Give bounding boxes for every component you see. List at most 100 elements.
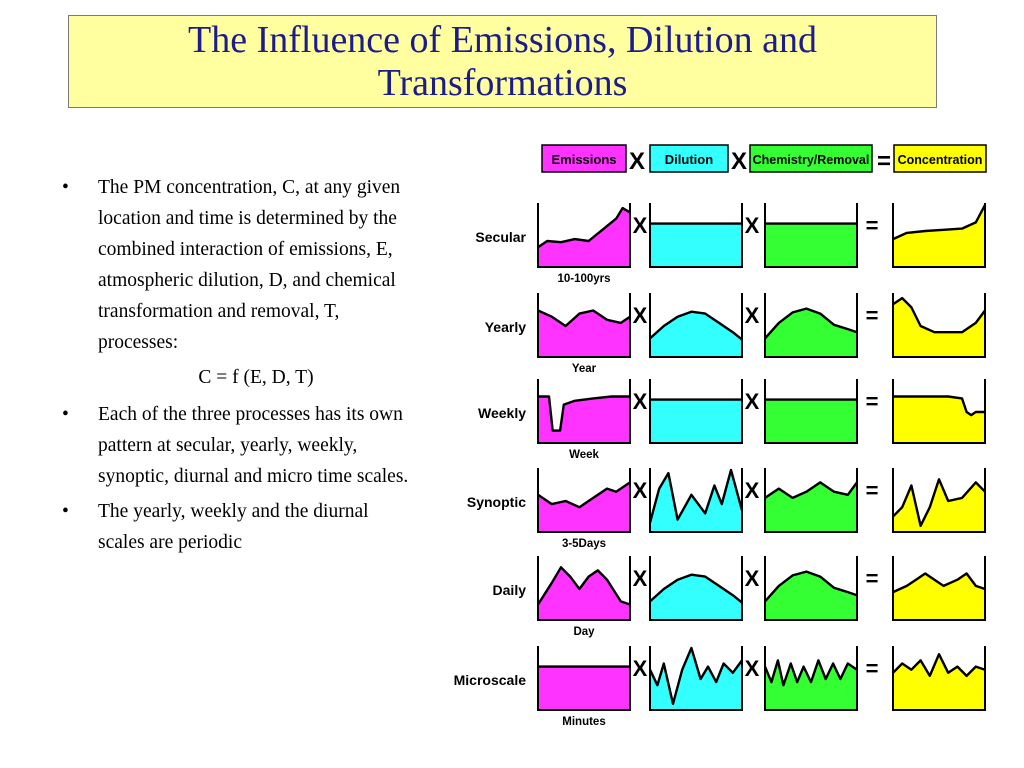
curve-fill [650,311,742,357]
panel-axes [537,293,631,358]
panel-axes [764,293,858,358]
diagram-row: Secular 10-100yrs X X = [475,203,987,285]
header-concentration-box [893,144,987,173]
curve-line [649,573,743,604]
curve-line [537,309,631,328]
curve-line [892,478,986,527]
curve-fill [893,654,985,710]
curve-line [892,296,986,334]
row-label: Synoptic [467,494,526,510]
multiply-symbol: X [633,656,648,681]
page-title: The Influence of Emissions, Dilution and… [188,18,817,104]
header-emissions-label: Emissions [551,152,616,167]
multiply-symbol: X [633,566,648,591]
multiply-symbol: X [629,148,645,175]
bullet-marker: • [62,177,69,198]
curve-fill [893,298,985,357]
curve-line [649,310,743,341]
multiply-symbol: X [745,656,760,681]
diagram-row: Daily Day X X = [493,556,986,638]
multiply-symbol: X [745,213,760,238]
curve-fill [893,396,985,443]
diagram-row: Synoptic 3-5Days X X = [467,468,986,550]
equals-symbol: = [866,656,879,681]
multiply-symbol: X [745,389,760,414]
multiply-symbol: X [633,478,648,503]
curve-fill [650,223,742,267]
curve-line [892,572,986,594]
curve-line [893,395,985,417]
curve-fill [893,205,985,267]
panel-axes [649,556,743,621]
panel-axes [892,646,986,711]
curve-line [764,307,858,340]
bullet-text: Each of the three processes has its own … [98,404,409,487]
panel-axes [764,203,858,268]
body-text: • The PM concentration, C, at any given … [62,172,414,562]
header-emissions-box [541,144,627,173]
panel-axes [537,646,631,711]
header-concentration-label: Concentration [898,153,983,167]
bullet-item: • The yearly, weekly and the diurnal sca… [62,496,414,558]
panel-axes [892,379,986,444]
diagram-row: Yearly Year X X = [485,293,986,375]
curve-fill [765,571,857,620]
panel-axes [537,203,631,268]
curve-line [536,566,631,606]
bullet-marker: • [62,501,69,522]
panel-axes [649,379,743,444]
curve-line [538,395,630,432]
curve-fill [650,648,742,710]
curve-line [892,653,986,678]
panel-axes [649,203,743,268]
formula: C = f (E, D, T) [198,367,314,388]
panel-axes [764,646,858,711]
curve-fill [538,666,630,710]
bullet-item: • Each of the three processes has its ow… [62,399,414,492]
header-chemistry-box [749,144,873,173]
panel-axes [892,468,986,533]
header-dilution-box [649,144,729,173]
multiply-symbol: X [633,213,648,238]
curve-fill [538,310,630,357]
row-label: Yearly [485,319,526,335]
panel-axes [764,556,858,621]
panel-axes [764,379,858,444]
panel-axes [537,556,631,621]
row-label: Secular [475,229,526,245]
diagram-row: Microscale Minutes X X = [454,646,986,728]
timescale-label: Minutes [562,716,605,728]
equals-symbol: = [866,389,879,414]
timescale-label: 3-5Days [562,538,606,550]
header-chemistry-label: Chemistry/Removal [753,153,870,167]
row-label: Daily [493,582,527,598]
curve-line [764,570,858,603]
curve-fill [765,399,857,443]
timescale-label: 10-100yrs [557,273,610,285]
curve-line [648,468,744,524]
curve-line [537,481,631,509]
curve-fill [538,208,630,267]
row-label: Microscale [454,672,527,688]
curve-line [537,206,631,249]
curve-line [892,204,987,241]
equals-symbol: = [877,148,891,175]
bullet-text: The yearly, weekly and the diurnal scale… [98,501,369,553]
process-diagram: Emissions X Dilution X Chemistry/Removal… [454,144,987,728]
curve-fill [765,223,857,267]
panel-axes [649,646,743,711]
panel-axes [537,468,631,533]
bullet-item: • The PM concentration, C, at any given … [62,172,414,358]
multiply-symbol: X [633,389,648,414]
curve-fill [765,308,857,357]
title-box: The Influence of Emissions, Dilution and… [68,15,937,108]
curve-line [763,659,858,687]
curve-line [648,646,743,705]
curve-line [764,481,858,500]
panel-axes [649,293,743,358]
bullet-text: The PM concentration, C, at any given lo… [98,177,401,353]
diagram-row: Weekly Week X X = [478,379,986,461]
curve-fill [650,574,742,620]
curve-fill [893,573,985,620]
curve-fill [650,399,742,443]
